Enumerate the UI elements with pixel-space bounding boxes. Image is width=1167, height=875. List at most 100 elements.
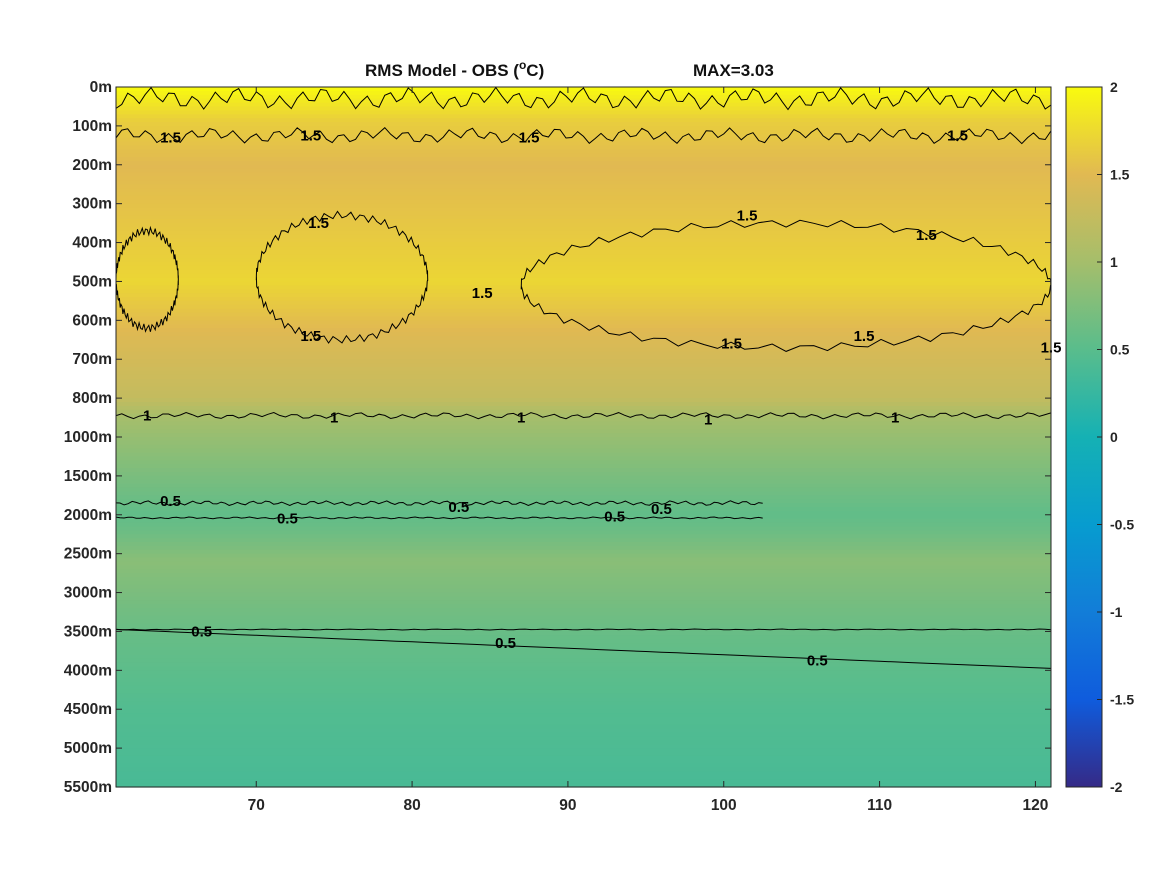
heatmap-band — [116, 549, 1051, 555]
contour-label: 0.5 — [448, 499, 469, 516]
heatmap-band — [116, 452, 1051, 458]
heatmap-band — [116, 421, 1051, 426]
heatmap-band — [116, 674, 1051, 679]
heatmap-band — [116, 351, 1051, 356]
heatmap-band — [116, 265, 1051, 271]
heatmap-band — [116, 281, 1051, 286]
contour-label: 0.5 — [160, 493, 181, 510]
heatmap-band — [116, 417, 1051, 423]
heatmap-band — [116, 192, 1051, 197]
heatmap-band — [116, 289, 1051, 294]
heatmap-band — [116, 557, 1051, 563]
heatmap-band — [116, 514, 1051, 520]
heatmap-band — [116, 553, 1051, 559]
heatmap-band — [116, 755, 1051, 761]
heatmap-band — [116, 522, 1051, 528]
contour-label: 0.5 — [807, 653, 828, 670]
contour-label: 1.5 — [300, 128, 321, 145]
heatmap-band — [116, 413, 1051, 419]
heatmap-band — [116, 199, 1051, 205]
y-tick-label: 2000m — [64, 507, 112, 524]
heatmap-band — [116, 316, 1051, 321]
heatmap-band — [116, 654, 1051, 660]
heatmap-band — [116, 740, 1051, 745]
heatmap-band — [116, 359, 1051, 364]
heatmap-band — [116, 378, 1051, 384]
heatmap-band — [116, 246, 1051, 251]
heatmap-band — [116, 335, 1051, 341]
heatmap-band — [116, 153, 1051, 158]
heatmap-band — [116, 157, 1051, 162]
heatmap-band — [116, 332, 1051, 337]
heatmap-band — [116, 600, 1051, 605]
heatmap-band — [116, 230, 1051, 236]
heatmap-band — [116, 149, 1051, 154]
contour-label: 1.5 — [947, 128, 968, 145]
heatmap-band — [116, 697, 1051, 703]
heatmap-band — [116, 530, 1051, 535]
heatmap-band — [116, 487, 1051, 493]
colorbar-tick-label: 0.5 — [1110, 342, 1130, 358]
heatmap-band — [116, 238, 1051, 244]
heatmap-band — [116, 604, 1051, 609]
heatmap-band — [116, 775, 1051, 780]
colorbar-ticks: 2 1.5 1 0.5 0 -0.5 -1 -1.5 -2 — [1097, 79, 1134, 795]
heatmap-band — [116, 612, 1051, 617]
contour-label: 1.5 — [472, 285, 493, 302]
heatmap-band — [116, 763, 1051, 769]
heatmap-band — [116, 479, 1051, 485]
y-tick-label: 0m — [90, 79, 112, 96]
heatmap-band — [116, 495, 1051, 500]
heatmap-band — [116, 444, 1051, 450]
heatmap-band — [116, 180, 1051, 185]
heatmap-band — [116, 215, 1051, 220]
heatmap-band — [116, 211, 1051, 216]
contour-label: 1.5 — [721, 336, 742, 353]
heatmap-band — [116, 440, 1051, 446]
heatmap-band — [116, 577, 1051, 582]
contour-label: 1.5 — [519, 130, 540, 147]
heatmap-band — [116, 472, 1051, 477]
heatmap-band — [116, 293, 1051, 298]
heatmap-band — [116, 483, 1051, 489]
contour-line — [116, 628, 1051, 631]
heatmap-band — [116, 402, 1051, 407]
heatmap-band — [116, 370, 1051, 376]
heatmap-band — [116, 297, 1051, 302]
colorbar-tick-label: 1.5 — [1110, 167, 1130, 183]
heatmap-band — [116, 343, 1051, 349]
heatmap-band — [116, 118, 1051, 123]
heatmap-band — [116, 526, 1051, 531]
heatmap-band — [116, 164, 1051, 170]
heatmap-band — [116, 767, 1051, 773]
heatmap-band — [116, 176, 1051, 181]
heatmap-band — [116, 409, 1051, 415]
heatmap-band — [116, 195, 1051, 201]
heatmap-band — [116, 759, 1051, 765]
contour-line — [116, 411, 1051, 420]
contour-line — [116, 126, 1051, 145]
heatmap-band — [116, 168, 1051, 174]
y-tick-label: 1500m — [64, 468, 112, 485]
heatmap-band — [116, 713, 1051, 718]
heatmap-band — [116, 106, 1051, 111]
colorbar-tick-label: 2 — [1110, 79, 1118, 95]
heatmap-band — [116, 717, 1051, 722]
contour-line — [116, 629, 1051, 669]
y-tick-label: 600m — [72, 312, 112, 329]
heatmap-band — [116, 94, 1051, 100]
y-tick-label: 2500m — [64, 546, 112, 563]
heatmap-band — [116, 160, 1051, 166]
heatmap-band — [116, 608, 1051, 613]
heatmap-band — [116, 783, 1051, 788]
heatmap-band — [116, 285, 1051, 290]
heatmap-band — [116, 90, 1051, 96]
heatmap-band — [116, 545, 1051, 551]
heatmap-band — [116, 277, 1051, 283]
heatmap-band — [116, 382, 1051, 388]
heatmap-band — [116, 394, 1051, 399]
heatmap-band — [116, 429, 1051, 434]
heatmap-band — [116, 320, 1051, 325]
contour-label: 1.5 — [916, 227, 937, 244]
